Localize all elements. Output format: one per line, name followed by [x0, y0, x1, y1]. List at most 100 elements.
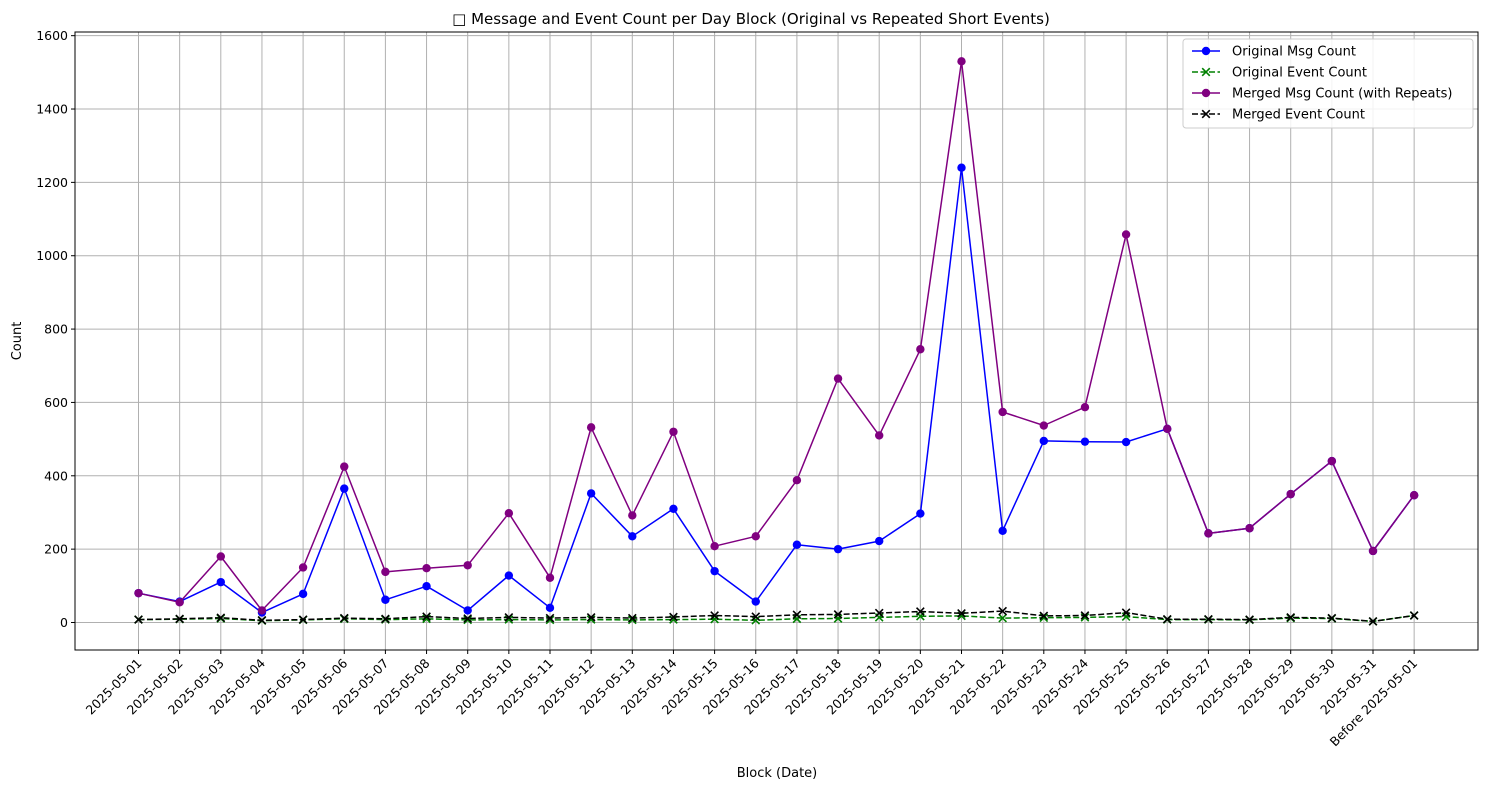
data-point: [1162, 614, 1172, 624]
data-point: [463, 561, 472, 570]
series-layer: [134, 57, 1419, 626]
data-point: [833, 544, 843, 554]
data-point: [216, 552, 225, 561]
data-point: [381, 595, 390, 604]
legend-label: Merged Msg Count (with Repeats): [1232, 87, 1452, 102]
data-point: [463, 615, 473, 625]
series-line: [138, 166, 1415, 614]
y-axis-title: Count: [10, 322, 25, 361]
y-tick-label: 1600: [36, 28, 68, 43]
legend: Original Msg Count Original Event Count Me…: [1182, 38, 1474, 129]
data-point: [792, 475, 802, 485]
data-point: [627, 613, 637, 623]
data-point: [957, 163, 966, 172]
data-point: [545, 603, 555, 613]
data-point: [504, 508, 514, 518]
data-point: [1121, 608, 1131, 617]
data-point: [586, 489, 596, 498]
data-point: [504, 571, 514, 580]
y-tick-label: 600: [44, 395, 68, 410]
y-tick-label: 200: [44, 542, 68, 557]
data-point: [1368, 546, 1378, 556]
y-tick-label: 800: [44, 322, 68, 337]
y-tick-label: 1200: [36, 175, 68, 190]
legend-item: Merged Event Count: [1192, 108, 1365, 123]
data-point: [1286, 489, 1295, 499]
data-point: [1121, 230, 1131, 239]
data-point: [463, 614, 473, 623]
data-point: [1039, 611, 1049, 621]
data-point: [751, 532, 760, 541]
data-point: [1204, 529, 1213, 538]
data-point: [134, 588, 143, 598]
data-point: [298, 563, 308, 572]
data-point: [1163, 424, 1172, 434]
data-point: [669, 427, 678, 436]
data-point: [1327, 456, 1337, 466]
legend-item: Merged Msg Count (with Repeats): [1192, 87, 1452, 102]
data-point: [1080, 611, 1090, 620]
data-point: [1080, 403, 1090, 412]
data-point: [710, 611, 719, 620]
data-point: [175, 598, 184, 607]
data-point: [381, 614, 390, 624]
data-point: [1286, 612, 1296, 622]
legend-marker: [1201, 46, 1211, 56]
data-point: [669, 504, 678, 513]
data-point: [957, 57, 966, 66]
series-3: [134, 606, 1419, 626]
data-point: [628, 511, 637, 520]
data-point: [586, 423, 596, 432]
legend-item: Original Event Count: [1192, 66, 1367, 81]
data-point: [298, 615, 308, 624]
data-point: [463, 606, 472, 615]
data-point: [216, 577, 225, 587]
x-axis-title: Block (Date): [737, 766, 818, 781]
data-point: [1327, 613, 1337, 623]
data-point: [875, 431, 884, 440]
y-tick-label: 400: [44, 468, 68, 483]
data-point: [916, 345, 925, 354]
legend-marker: [1201, 67, 1211, 77]
data-point: [875, 536, 884, 546]
data-point: [998, 606, 1008, 616]
data-point: [957, 608, 966, 618]
data-point: [381, 567, 390, 577]
data-point: [1204, 614, 1213, 624]
data-point: [628, 532, 637, 541]
series-line: [138, 610, 1415, 623]
data-point: [874, 608, 884, 618]
data-point: [257, 615, 267, 625]
legend-label: Original Msg Count: [1232, 45, 1356, 60]
data-point: [1121, 437, 1131, 447]
y-tick-label: 1000: [36, 248, 68, 263]
data-point: [669, 612, 678, 622]
data-point: [710, 542, 719, 551]
data-point: [998, 407, 1007, 417]
y-tick-label: 0: [60, 615, 68, 630]
data-point: [916, 509, 925, 518]
data-point: [422, 564, 431, 573]
data-point: [751, 597, 760, 606]
data-point: [175, 614, 185, 624]
data-point: [545, 613, 555, 623]
data-point: [1409, 611, 1419, 620]
data-point: [545, 573, 555, 582]
y-tick-label: 1400: [36, 102, 68, 117]
series-2: [134, 57, 1419, 615]
data-point: [1409, 491, 1419, 500]
data-point: [422, 612, 431, 621]
data-point: [1080, 437, 1090, 446]
data-point: [833, 610, 843, 619]
data-point: [915, 607, 925, 616]
data-point: [710, 614, 719, 624]
data-point: [340, 484, 349, 493]
data-point: [751, 615, 761, 625]
data-point: [710, 566, 719, 576]
series-line: [138, 60, 1415, 612]
data-point: [1039, 436, 1049, 446]
legend-label: Merged Event Count: [1232, 108, 1365, 123]
plot-frame: [74, 31, 1479, 651]
data-point: [216, 613, 226, 623]
